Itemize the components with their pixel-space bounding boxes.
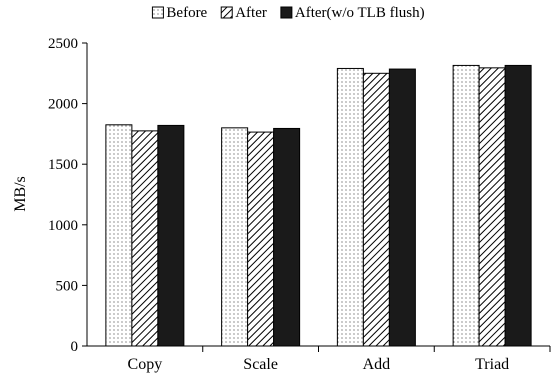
y-tick-label: 1500 xyxy=(48,157,78,173)
bar-solid xyxy=(157,124,185,347)
y-axis-title: MB/s xyxy=(12,176,29,212)
legend: Before After After(w/o TLB flush) xyxy=(151,5,425,21)
bar-solid xyxy=(273,127,301,347)
legend-swatch xyxy=(280,6,293,19)
legend-swatch xyxy=(151,6,164,19)
y-tick-label: 2000 xyxy=(48,97,78,113)
bar-hatch xyxy=(131,130,159,347)
x-category-label: Add xyxy=(363,356,391,373)
legend-label: Before xyxy=(166,5,207,21)
bar-hatch xyxy=(362,72,390,347)
y-tick-label: 1000 xyxy=(48,218,78,234)
x-category-label: Triad xyxy=(475,356,509,373)
bar-dots xyxy=(221,127,249,347)
plot-area: 0 500 1000 1500 2000 2500 Copy Scale Add Triad xyxy=(48,36,551,373)
bar-hatch xyxy=(478,67,506,347)
x-category-label: Copy xyxy=(128,356,163,373)
bar-solid xyxy=(504,64,532,347)
legend-label: After xyxy=(235,5,267,21)
bar-solid xyxy=(388,68,416,347)
y-tick-label: 0 xyxy=(71,339,79,355)
y-tick-label: 2500 xyxy=(48,36,78,52)
bar-dots xyxy=(452,64,480,347)
y-tick-label: 500 xyxy=(56,278,79,294)
bar-dots xyxy=(105,124,133,347)
bar-dots xyxy=(336,67,364,347)
x-category-label: Scale xyxy=(243,356,278,373)
legend-swatch xyxy=(220,6,233,19)
legend-label: After(w/o TLB flush) xyxy=(295,5,425,21)
bar-hatch xyxy=(247,131,275,347)
